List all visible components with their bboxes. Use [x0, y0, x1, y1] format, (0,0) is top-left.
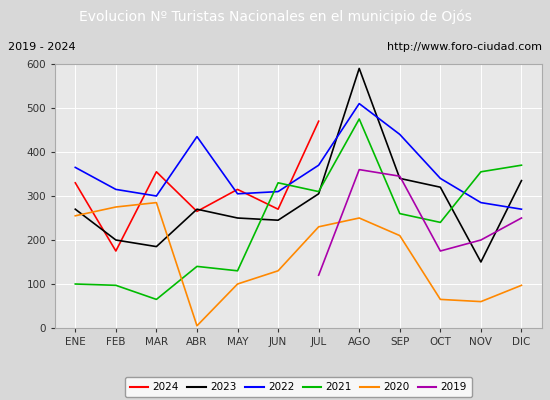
- Text: Evolucion Nº Turistas Nacionales en el municipio de Ojós: Evolucion Nº Turistas Nacionales en el m…: [79, 10, 471, 24]
- Text: http://www.foro-ciudad.com: http://www.foro-ciudad.com: [387, 42, 542, 52]
- Legend: 2024, 2023, 2022, 2021, 2020, 2019: 2024, 2023, 2022, 2021, 2020, 2019: [124, 377, 472, 398]
- Text: 2019 - 2024: 2019 - 2024: [8, 42, 76, 52]
